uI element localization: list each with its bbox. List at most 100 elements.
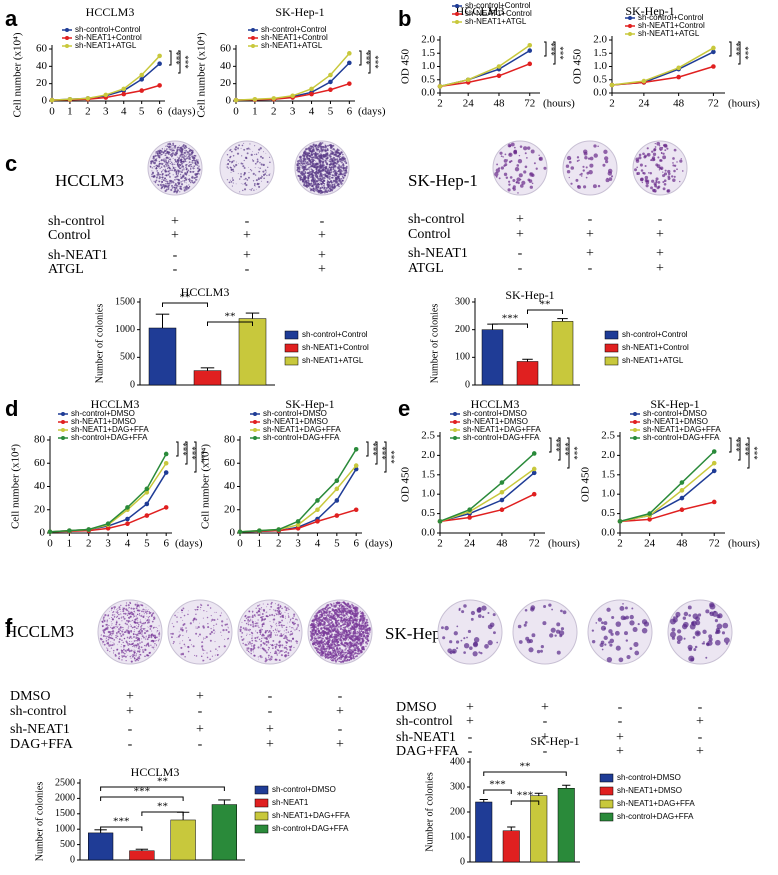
colony	[249, 611, 250, 612]
colony	[308, 183, 310, 185]
colony	[275, 610, 277, 612]
colony	[312, 174, 313, 175]
colony	[605, 160, 608, 163]
colony	[496, 163, 498, 165]
colony	[181, 161, 182, 162]
colony	[303, 168, 305, 170]
colony	[255, 616, 256, 617]
colony	[299, 159, 301, 161]
colony	[246, 649, 248, 651]
colony	[123, 655, 125, 657]
colony	[144, 655, 146, 657]
treatment-mark: -	[245, 214, 250, 229]
colony	[282, 650, 283, 651]
colony	[311, 177, 312, 178]
colony	[316, 169, 317, 170]
colony	[342, 154, 344, 156]
colony	[246, 148, 248, 150]
colony	[192, 162, 194, 164]
colony	[130, 616, 132, 618]
colony	[228, 631, 230, 633]
colony	[165, 154, 167, 156]
colony	[634, 168, 637, 171]
colony	[338, 170, 340, 172]
colony	[313, 182, 314, 183]
colony	[312, 159, 314, 161]
colony	[329, 156, 331, 158]
colony	[662, 181, 664, 183]
colony	[151, 170, 152, 171]
colony	[157, 631, 158, 632]
colony	[111, 607, 113, 609]
colony	[340, 640, 341, 641]
colony	[131, 655, 132, 656]
colony	[150, 162, 152, 164]
colony	[104, 614, 106, 616]
colony	[322, 161, 323, 162]
colony	[312, 185, 313, 186]
colony	[154, 640, 155, 641]
colony	[255, 174, 256, 175]
colony	[286, 645, 287, 646]
colony	[191, 156, 193, 158]
colony	[160, 174, 161, 175]
colony	[246, 618, 247, 619]
colony	[169, 159, 171, 161]
colony	[258, 608, 259, 609]
colony	[135, 655, 136, 656]
colony	[145, 609, 146, 610]
colony	[322, 619, 323, 620]
colony	[108, 642, 109, 643]
colony	[647, 147, 649, 149]
colony	[136, 647, 137, 648]
colony	[317, 623, 318, 624]
colony	[261, 163, 263, 165]
colony	[254, 183, 256, 185]
colony	[334, 634, 336, 636]
colony	[248, 172, 249, 173]
colony	[277, 634, 278, 635]
colony	[671, 175, 673, 177]
colony	[244, 620, 245, 621]
colony	[163, 152, 164, 153]
colony	[317, 149, 319, 151]
colony	[262, 638, 263, 639]
colony	[285, 647, 287, 649]
colony	[180, 174, 181, 175]
colony	[656, 177, 659, 180]
colony	[320, 617, 321, 618]
colony	[364, 638, 365, 639]
colony	[359, 653, 361, 655]
colony	[611, 175, 613, 177]
colony	[654, 182, 657, 185]
colony	[310, 176, 311, 177]
colony	[354, 618, 355, 619]
colony	[136, 636, 137, 637]
colony	[276, 632, 277, 633]
colony	[115, 626, 116, 627]
plate-title: HCCLM3	[5, 622, 74, 641]
colony	[232, 179, 234, 181]
colony	[226, 619, 227, 620]
colony	[319, 171, 321, 173]
colony	[244, 629, 246, 631]
colony	[156, 632, 157, 633]
colony	[189, 639, 191, 641]
colony	[295, 619, 297, 621]
colony	[314, 166, 315, 167]
colony	[255, 625, 257, 627]
colony	[182, 145, 184, 147]
colony	[123, 649, 125, 651]
colony	[314, 184, 315, 185]
colony	[252, 643, 253, 644]
colony	[121, 653, 122, 654]
colony	[145, 619, 146, 620]
colony	[161, 163, 162, 164]
colony	[330, 174, 331, 175]
colony	[589, 164, 593, 168]
colony	[256, 183, 258, 185]
colony	[171, 185, 173, 187]
colony	[103, 635, 105, 637]
colony	[155, 647, 156, 648]
colony	[278, 609, 279, 610]
